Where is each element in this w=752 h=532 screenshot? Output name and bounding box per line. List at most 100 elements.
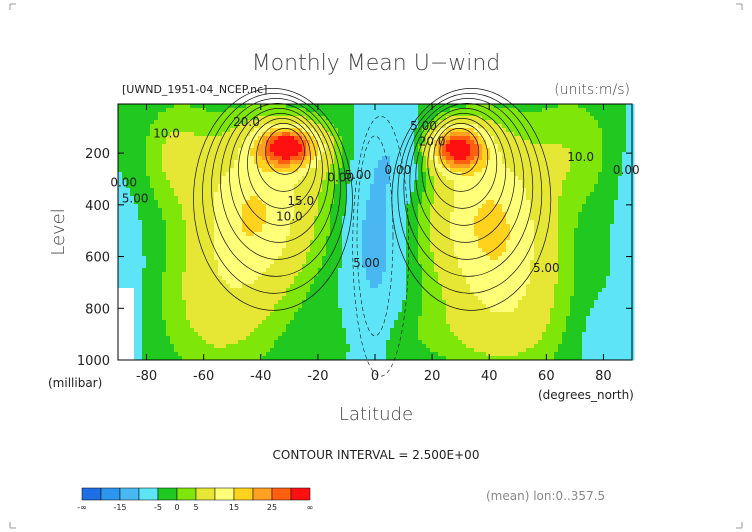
field-cell (326, 204, 331, 209)
field-cell (182, 176, 187, 181)
field-cell (406, 336, 411, 341)
field-cell (202, 136, 207, 141)
field-cell (406, 348, 411, 353)
field-cell (198, 320, 203, 325)
field-cell (230, 248, 235, 253)
field-cell (202, 284, 207, 289)
field-cell (286, 208, 291, 213)
field-cell (334, 148, 339, 153)
field-cell (270, 172, 275, 177)
field-cell (414, 156, 419, 161)
field-cell (194, 144, 199, 149)
field-cell (242, 284, 247, 289)
field-cell (314, 288, 319, 293)
field-cell (194, 292, 199, 297)
field-cell (382, 276, 387, 281)
field-cell (262, 104, 267, 109)
field-cell (130, 168, 135, 173)
field-cell (238, 224, 243, 229)
field-cell (398, 320, 403, 325)
field-cell (318, 220, 323, 225)
field-cell (278, 332, 283, 337)
field-cell (414, 240, 419, 245)
field-cell (410, 336, 415, 341)
field-cell (342, 256, 347, 261)
field-cell (298, 240, 303, 245)
field-cell (406, 256, 411, 261)
field-cell (342, 304, 347, 309)
field-cell (226, 232, 231, 237)
field-cell (286, 108, 291, 113)
field-cell (270, 240, 275, 245)
field-cell (250, 292, 255, 297)
field-cell (394, 232, 399, 237)
field-cell (378, 328, 383, 333)
field-cell (138, 356, 143, 361)
field-cell (130, 184, 135, 189)
field-cell (138, 344, 143, 349)
field-cell (326, 292, 331, 297)
field-cell (330, 340, 335, 345)
field-cell (138, 300, 143, 305)
field-cell (298, 180, 303, 185)
field-cell (254, 184, 259, 189)
field-cell (198, 240, 203, 245)
field-cell (190, 196, 195, 201)
field-cell (170, 272, 175, 277)
field-cell (414, 324, 419, 329)
field-cell (282, 344, 287, 349)
field-cell (262, 124, 267, 129)
field-cell (370, 300, 375, 305)
field-cell (158, 296, 163, 301)
field-cell (346, 308, 351, 313)
field-cell (302, 216, 307, 221)
field-cell (226, 228, 231, 233)
field-cell (338, 308, 343, 313)
field-cell (354, 348, 359, 353)
field-cell (326, 280, 331, 285)
field-cell (266, 172, 271, 177)
field-cell (186, 136, 191, 141)
field-cell (346, 240, 351, 245)
field-cell (354, 168, 359, 173)
field-cell (330, 248, 335, 253)
field-cell (130, 148, 135, 153)
field-cell (130, 140, 135, 145)
field-cell (354, 248, 359, 253)
field-cell (378, 256, 383, 261)
field-cell (386, 164, 391, 169)
field-cell (250, 348, 255, 353)
field-cell (258, 132, 263, 137)
field-cell (206, 212, 211, 217)
field-cell (238, 304, 243, 309)
field-cell (394, 104, 399, 109)
field-cell (230, 296, 235, 301)
field-cell (154, 312, 159, 317)
field-cell (254, 328, 259, 333)
field-cell (202, 252, 207, 257)
field-cell (182, 212, 187, 217)
field-cell (178, 152, 183, 157)
field-cell (366, 108, 371, 113)
field-cell (222, 264, 227, 269)
field-cell (270, 188, 275, 193)
field-cell (134, 152, 139, 157)
field-cell (186, 128, 191, 133)
field-cell (382, 308, 387, 313)
field-cell (266, 152, 271, 157)
field-cell (130, 280, 135, 285)
field-cell (374, 220, 379, 225)
field-cell (222, 340, 227, 345)
field-cell (346, 248, 351, 253)
field-cell (274, 348, 279, 353)
field-cell (202, 236, 207, 241)
field-cell (330, 308, 335, 313)
field-cell (314, 200, 319, 205)
field-cell (334, 272, 339, 277)
field-cell (246, 188, 251, 193)
field-cell (238, 288, 243, 293)
field-cell (194, 312, 199, 317)
field-cell (382, 116, 387, 121)
field-cell (118, 204, 123, 209)
field-cell (326, 296, 331, 301)
